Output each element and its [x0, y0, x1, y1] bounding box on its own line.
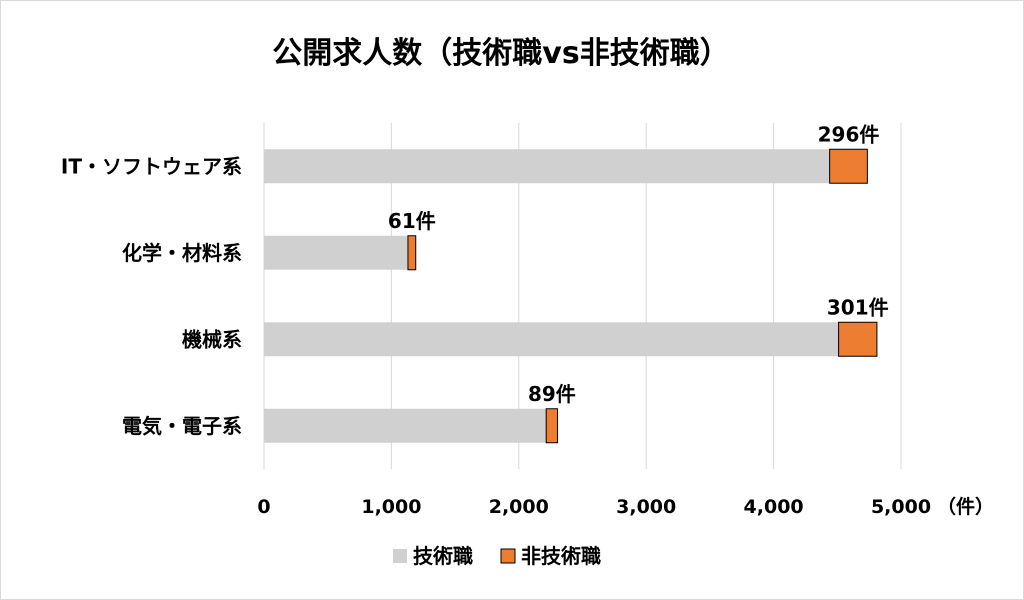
x-tick-label: 4,000	[744, 496, 804, 518]
bar-non-technical	[407, 235, 417, 271]
x-tick-label: 3,000	[616, 496, 676, 518]
bar-technical	[264, 408, 547, 443]
x-tick-label: 0	[257, 496, 270, 518]
category-label: 機械系	[182, 327, 242, 351]
bar-non-technical	[829, 148, 868, 184]
legend-label: 技術職	[413, 544, 473, 568]
data-label: 89件	[528, 382, 576, 406]
bar-non-technical	[545, 408, 559, 444]
data-label: 61件	[388, 209, 436, 233]
category-label: IT・ソフトウェア系	[61, 154, 242, 178]
bar-technical	[264, 235, 408, 270]
bar-technical	[264, 322, 839, 357]
chart-title: 公開求人数（技術職vs非技術職）	[272, 36, 729, 71]
x-tick-label: 5,000	[871, 496, 931, 518]
x-tick-label: 2,000	[489, 496, 549, 518]
legend-swatch-non-technical	[500, 548, 516, 564]
legend-swatch-technical	[393, 549, 407, 563]
data-labels: 296件 61件 301件 89件	[388, 122, 889, 406]
x-axis-unit: （件）	[937, 495, 994, 518]
category-label: 電気・電子系	[122, 414, 242, 438]
data-label: 296件	[818, 122, 880, 146]
x-tick-label: 1,000	[361, 496, 421, 518]
x-axis-ticks: 0 1,000 2,000 3,000 4,000 5,000	[257, 496, 931, 518]
data-label: 301件	[827, 295, 889, 319]
category-label: 化学・材料系	[122, 241, 242, 265]
bars	[264, 148, 878, 444]
bar-technical	[264, 149, 830, 184]
legend-label: 非技術職	[521, 544, 601, 568]
legend: 技術職 非技術職	[393, 544, 601, 568]
bar-non-technical	[838, 321, 878, 357]
